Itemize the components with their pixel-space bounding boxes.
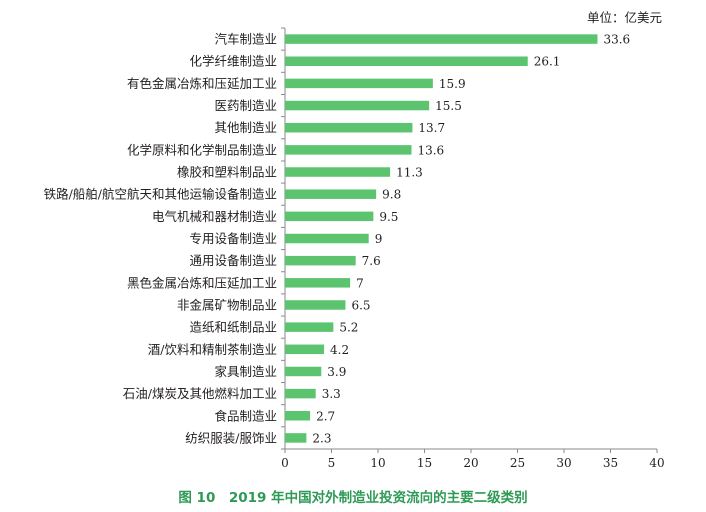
category-label: 电气机械和器材制造业 [152,209,277,224]
data-label: 4.2 [330,343,349,357]
category-labels: 汽车制造业化学纤维制造业有色金属冶炼和压延加工业医药制造业其他制造业化学原料和化… [44,32,277,446]
category-label: 铁路/船舶/航空航天和其他运输设备制造业 [44,187,277,202]
data-label: 5.2 [339,321,358,335]
category-label: 造纸和纸制品业 [189,320,277,335]
bar-chart: 单位：亿美元 汽车制造业化学纤维制造业有色金属冶炼和压延加工业医药制造业其他制造… [44,10,665,470]
data-label: 7 [356,276,364,290]
category-label: 有色金属冶炼和压延加工业 [127,76,277,91]
data-label: 6.5 [351,298,370,312]
x-tick-label: 40 [649,456,664,470]
bar [285,388,316,399]
bar [285,122,413,133]
bar [285,278,351,288]
category-label: 食品制造业 [214,408,277,423]
category-label: 酒/饮料和精制茶制造业 [148,342,277,357]
bar [285,233,369,244]
x-tick-label: 10 [370,456,385,470]
category-label: 非金属矿物制品业 [177,297,277,312]
category-label: 医药制造业 [214,98,277,113]
data-label: 13.6 [417,143,444,157]
bar [285,34,598,44]
data-label: 3.9 [327,365,346,379]
category-label: 家具制造业 [214,364,277,379]
category-label: 纺织服装/服饰业 [185,430,277,445]
category-label: 化学纤维制造业 [189,54,277,69]
data-label: 15.5 [435,99,462,113]
data-label: 11.3 [396,166,423,180]
figure-caption: 图 10 2019 年中国对外制造业投资流向的主要二级类别 [178,490,528,506]
bar [285,78,433,89]
unit-label: 单位：亿美元 [587,10,662,25]
bar [285,433,307,443]
data-label: 26.1 [534,55,561,69]
x-tick-label: 15 [417,456,432,470]
category-label: 专用设备制造业 [189,231,277,246]
data-label: 7.6 [362,254,381,268]
bar [285,100,430,111]
bar [285,300,346,310]
x-tick-label: 5 [328,456,336,470]
x-tick-label: 20 [463,456,478,470]
bar [285,366,322,377]
x-tick-label: 0 [281,456,289,470]
data-label: 9.5 [379,210,398,224]
category-label: 通用设备制造业 [189,253,277,268]
data-label: 33.6 [603,33,630,47]
x-tick-label: 35 [603,456,618,470]
data-label: 9.8 [382,188,401,202]
bar [285,411,311,421]
bar [285,211,374,222]
bar [285,145,412,155]
value-labels: 33.6 26.1 15.9 15.5 13.7 13.6 11.3 9.8 9.5 9 7.6 7 6… [312,33,630,446]
data-label: 9 [375,232,383,246]
x-tick-labels: 0 5 10 15 20 25 30 35 40 [281,456,664,470]
category-label: 汽车制造业 [214,32,277,47]
category-label: 石油/煤炭及其他燃料加工业 [123,386,277,401]
bar [285,344,325,355]
bar [285,167,391,177]
bar [285,189,377,199]
bar [285,56,528,66]
data-label: 13.7 [418,121,445,135]
data-label: 2.3 [312,431,331,445]
category-label: 橡胶和塑料制品业 [177,165,277,180]
x-tick-label: 30 [556,456,571,470]
bar [285,322,334,332]
category-label: 化学原料和化学制品制造业 [127,142,277,157]
category-label: 其他制造业 [214,120,277,135]
bar [285,255,356,266]
bars-group [285,34,598,443]
category-label: 黑色金属冶炼和压延加工业 [127,275,277,290]
data-label: 2.7 [316,409,335,423]
x-tick-label: 25 [510,456,525,470]
data-label: 15.9 [439,77,466,91]
data-label: 3.3 [322,387,341,401]
